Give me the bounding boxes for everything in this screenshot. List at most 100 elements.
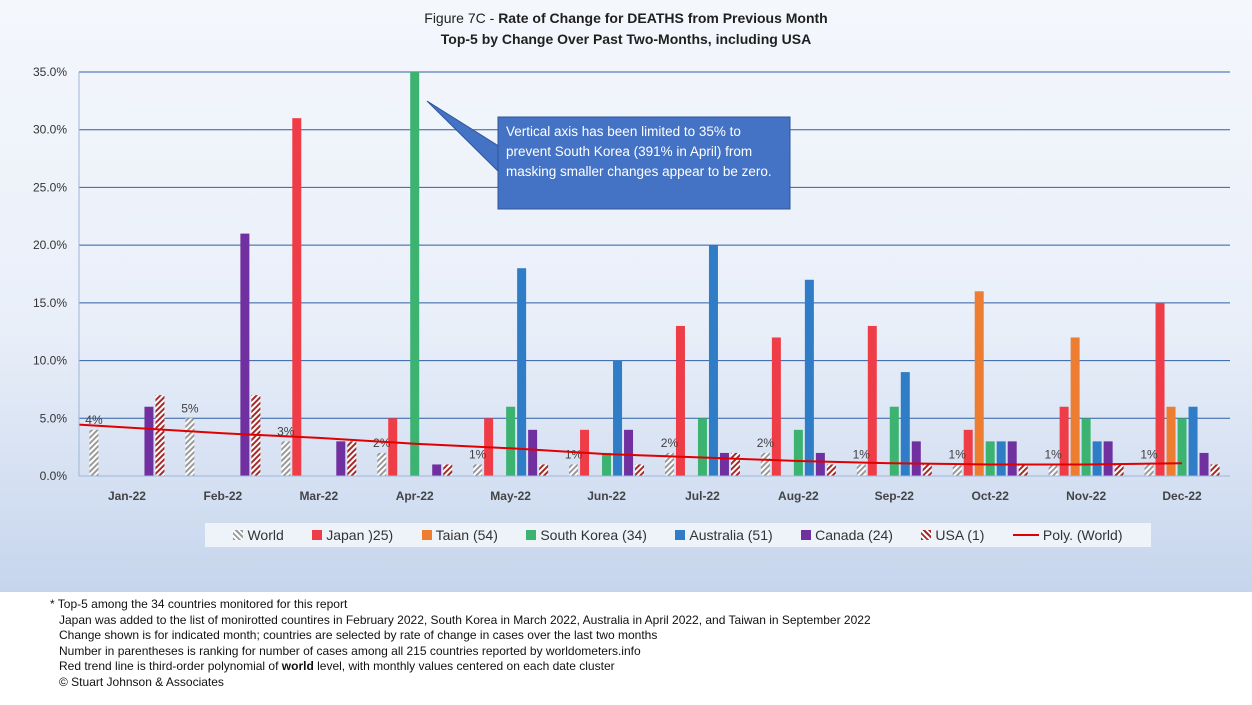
bar-australia [1092,441,1102,476]
bar-japan [771,337,781,476]
x-tick-label: Jul-22 [685,489,720,503]
bar-world [664,452,674,476]
x-tick-label: Nov-22 [1066,489,1106,503]
chart-title: Figure 7C - Rate of Change for DEATHS fr… [0,10,1252,26]
chart-title-prefix: Figure 7C - [424,10,499,26]
bar-canada [240,233,250,476]
bar-japan [867,325,877,476]
data-label: 1% [1140,447,1158,461]
legend-item: Poly. (World) [1012,527,1123,543]
bar-usa [347,441,357,476]
bar-south [506,406,516,476]
callout-pointer [426,100,506,180]
legend-swatch [1012,534,1039,536]
bar-canada [719,452,729,476]
y-tick-label: 5.0% [40,411,68,425]
chart-panel [0,0,1252,592]
bar-canada [815,452,825,476]
legend-label: Taian (54) [435,527,498,543]
chart-plot: 4% 5% 3% 2% 1% 1% 2% 2% 1% 1% 1% 1% 0.0% 5.0% 10.0% 15… [33,65,1230,503]
bar-australia [900,372,910,476]
data-label: 1% [1044,447,1062,461]
bar-world [89,429,99,476]
x-tick-label: Jan-22 [108,489,146,503]
bar-south [1177,418,1187,476]
y-tick-label: 30.0% [33,123,67,137]
bar-canada [336,441,346,476]
footnote-2: Japan was added to the list of monirotte… [59,612,871,627]
bar-world [281,441,291,476]
y-tick-label: 35.0% [33,65,67,79]
footnote-5: Red trend line is third-order polynomial… [50,659,871,675]
data-label: 2% [757,436,775,450]
bar-world [473,464,483,476]
bar-usa [826,464,836,476]
legend-label: South Korea (34) [540,527,647,543]
bar-usa [155,395,165,476]
bar-usa [922,464,932,476]
bar-world [856,464,866,476]
bar-japan [292,118,302,477]
chart-title-main: Rate of Change for DEATHS from Previous … [498,10,828,26]
bar-south [985,441,995,476]
legend-label: Poly. (World) [1042,527,1123,543]
bar-usa [730,452,740,476]
bar-usa [539,464,549,476]
bar-world [569,464,579,476]
legend-label: Canada (24) [815,527,893,543]
y-tick-label: 20.0% [33,238,67,252]
bar-south [1081,418,1091,476]
bar-world [952,464,962,476]
legend-label: World [247,527,284,543]
legend-swatch [312,530,323,540]
legend-swatch [801,530,812,540]
bar-japan [1059,406,1069,476]
footnote-5-bold: world [281,659,314,673]
footnote-5-text: Red trend line is third-order polynomial… [59,659,282,673]
data-label: 2% [373,436,391,450]
data-label: 1% [565,447,583,461]
footnote-5-tail: level, with monthly values centered on e… [313,659,615,673]
x-tick-label: Sep-22 [875,489,915,503]
bar-usa [1210,464,1220,476]
data-label: 3% [277,424,295,438]
bar-taian [1070,337,1080,476]
bar-canada [432,464,442,476]
data-label: 1% [469,447,487,461]
bar-usa [1114,464,1124,476]
data-label: 1% [853,447,871,461]
x-tick-label: Dec-22 [1162,489,1202,503]
callout-box [497,116,791,210]
legend-item: World [233,527,284,543]
bar-japan [963,429,973,476]
footnote-6: © Stuart Johnson & Associates [59,674,224,689]
legend-item: Australia (51) [675,527,773,543]
legend-item: Taian (54) [421,527,498,543]
bar-australia [804,279,814,476]
bar-canada [528,429,538,476]
data-label: 4% [85,413,103,427]
bar-south [410,72,420,476]
bar-world [377,452,387,476]
legend-item: South Korea (34) [526,527,647,543]
data-label: 2% [661,436,679,450]
x-tick-label: Apr-22 [396,489,434,503]
bar-south [602,452,612,476]
x-tick-label: Jun-22 [587,489,626,503]
data-label: 5% [181,401,199,415]
legend-label: Japan )25) [326,527,394,543]
x-tick-label: Oct-22 [972,489,1010,503]
footnote-3: Change shown is for indicated month; cou… [59,628,658,642]
chart-subtitle: Top-5 by Change Over Past Two-Months, in… [440,31,812,47]
bar-australia [613,360,623,476]
bar-taian [974,291,984,476]
bar-usa [635,464,645,476]
legend-swatch [421,530,432,540]
bar-south [889,406,899,476]
bar-canada [144,406,154,476]
trendline-world [78,423,1183,466]
bar-canada [1103,441,1113,476]
legend-swatch [233,530,244,540]
legend-swatch [526,530,537,540]
footnote-4: Number in parentheses is ranking for num… [59,643,641,658]
